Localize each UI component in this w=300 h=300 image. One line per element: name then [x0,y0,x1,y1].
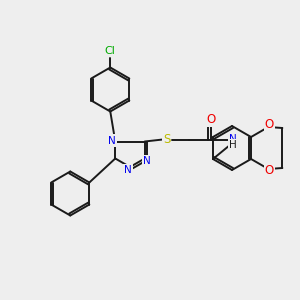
Text: Cl: Cl [105,46,116,56]
Text: O: O [265,164,274,178]
Text: N: N [124,165,132,175]
Text: H: H [229,140,237,151]
Text: N: N [229,134,237,143]
Text: S: S [163,133,170,146]
Text: N: N [108,136,116,146]
Text: O: O [265,118,274,131]
Text: N: N [143,157,151,166]
Text: O: O [206,113,215,126]
